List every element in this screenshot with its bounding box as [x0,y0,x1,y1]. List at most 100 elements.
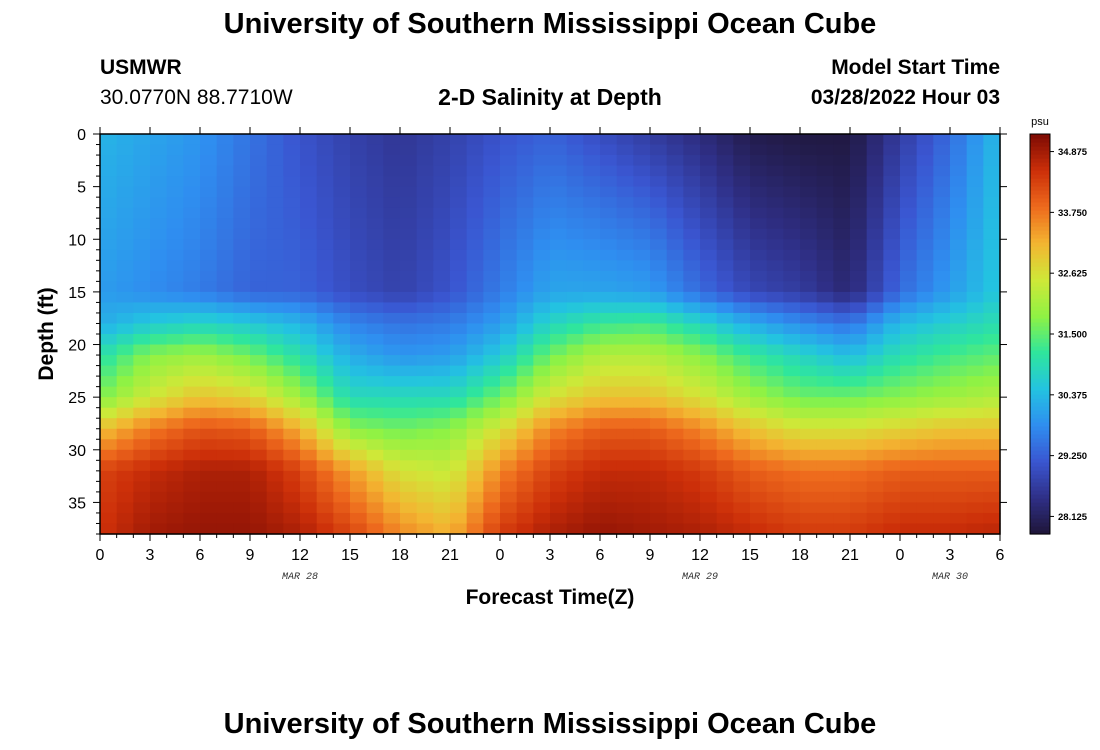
colorbar-segment [1030,342,1050,347]
heatmap-cell [300,197,318,209]
heatmap-cell [483,281,501,293]
heatmap-cell [116,397,134,409]
heatmap-cell [766,218,784,230]
heatmap-cell [733,207,751,219]
x-tick-label: 6 [996,547,1005,564]
heatmap-cell [133,481,151,493]
heatmap-cell [983,312,1001,325]
heatmap-cell [933,334,951,346]
heatmap-cell [533,134,551,146]
heatmap-cell [533,491,551,504]
heatmap-cell [633,512,651,525]
heatmap-cell [750,281,768,293]
heatmap-cell [850,481,868,493]
heatmap-cell [300,165,318,177]
heatmap-cell [583,376,601,388]
colorbar-segment [1030,458,1050,463]
heatmap-cell [933,439,951,451]
heatmap-cell [833,186,851,198]
heatmap-cell [266,186,284,198]
x-day-label: MAR 30 [932,572,968,583]
heatmap-cell [850,386,868,398]
heatmap-cell [366,218,384,230]
colorbar-segment [1030,374,1050,379]
heatmap-cell [516,228,534,240]
heatmap-cell [916,470,934,482]
heatmap-cell [700,502,718,514]
heatmap-cell [483,260,501,272]
heatmap-cell [133,291,151,304]
heatmap-cell [666,281,684,293]
heatmap-cell [733,260,751,272]
heatmap-cell [850,291,868,304]
heatmap-cell [300,134,318,146]
heatmap-cell [333,386,351,398]
heatmap-cell [500,523,518,535]
heatmap-cell [400,270,418,282]
heatmap-cell [466,260,484,272]
heatmap-cell [733,176,751,188]
heatmap-cell [650,302,668,314]
heatmap-cell [516,355,534,367]
heatmap-cell [250,428,268,440]
heatmap-cell [333,228,351,240]
heatmap-cell [683,502,701,514]
heatmap-cell [200,281,218,293]
colorbar-segment [1030,346,1050,351]
heatmap-cell [250,323,268,335]
heatmap-cell [650,502,668,514]
heatmap-cell [266,470,284,482]
heatmap-cell [800,334,818,346]
heatmap-cell [100,291,118,304]
heatmap-cell [866,134,884,146]
heatmap-cell [350,481,368,493]
heatmap-cell [200,228,218,240]
heatmap-cell [716,144,734,156]
heatmap-cell [783,155,801,167]
heatmap-cell [816,376,834,388]
heatmap-cell [366,491,384,504]
heatmap-cell [100,523,118,535]
colorbar-segment [1030,406,1050,411]
heatmap-cell [483,376,501,388]
heatmap-cell [266,312,284,325]
heatmap-cell [200,302,218,314]
heatmap-cell [600,428,618,440]
heatmap-cell [183,491,201,504]
heatmap-cell [283,502,301,514]
heatmap-cell [850,460,868,472]
heatmap-cell [550,270,568,282]
heatmap-cell [733,460,751,472]
heatmap-cell [416,512,434,525]
heatmap-cell [733,386,751,398]
heatmap-cell [350,439,368,451]
heatmap-cell [716,239,734,251]
heatmap-cell [483,386,501,398]
heatmap-cell [850,270,868,282]
heatmap-cell [516,207,534,219]
heatmap-cell [833,155,851,167]
heatmap-cell [266,512,284,525]
heatmap-cell [350,291,368,304]
heatmap-cell [466,323,484,335]
heatmap-cell [216,270,234,282]
heatmap-cell [566,502,584,514]
heatmap-cell [816,418,834,430]
heatmap-cell [866,502,884,514]
heatmap-cell [600,302,618,314]
heatmap-cell [450,302,468,314]
colorbar-segment [1030,390,1050,395]
colorbar-segment [1030,262,1050,267]
heatmap-cell [650,186,668,198]
heatmap-cell [700,312,718,325]
heatmap-cell [750,260,768,272]
heatmap-cell [766,323,784,335]
heatmap-cell [716,407,734,419]
heatmap-cell [333,523,351,535]
heatmap-cell [750,449,768,461]
y-axis-label: Depth (ft) [35,287,58,380]
heatmap-cell [366,302,384,314]
heatmap-cell [416,218,434,230]
heatmap-cell [166,312,184,325]
heatmap-cell [416,302,434,314]
